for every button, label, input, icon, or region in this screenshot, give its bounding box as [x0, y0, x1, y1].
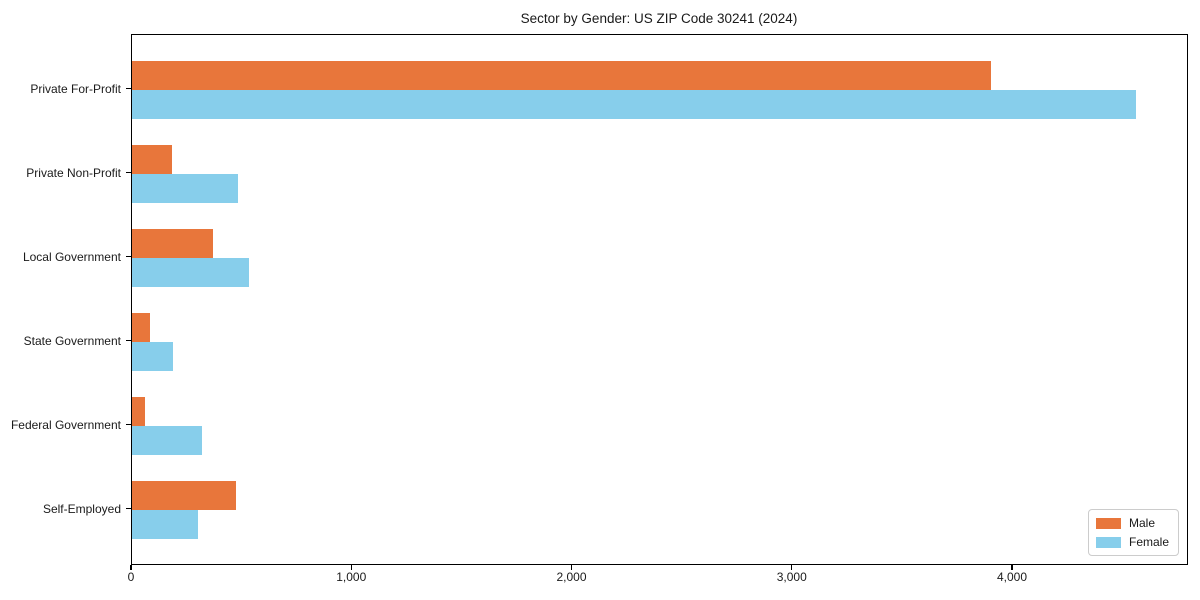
- x-tick-label: 1,000: [336, 570, 367, 584]
- x-tick-mark: [1011, 564, 1013, 570]
- x-tick-label: 0: [127, 570, 135, 584]
- y-tick-mark: [126, 423, 131, 426]
- bar-male-5: [132, 396, 146, 426]
- legend: Male Female: [1087, 509, 1179, 556]
- bar-female-4: [132, 341, 173, 371]
- y-tick-label: Private Non-Profit: [26, 165, 121, 180]
- x-tick-mark: [350, 564, 352, 570]
- bar-male-1: [132, 60, 991, 90]
- bar-male-3: [132, 228, 214, 258]
- y-tick-label: Self-Employed: [42, 501, 121, 516]
- y-tick-mark: [126, 171, 131, 174]
- y-tick-mark: [126, 339, 131, 342]
- bar-male-2: [132, 144, 172, 174]
- legend-label-female: Female: [1128, 535, 1169, 549]
- x-tick-label: 2,000: [556, 570, 587, 584]
- bar-female-2: [132, 173, 238, 203]
- bar-female-1: [132, 89, 1137, 119]
- female-swatch-icon: [1095, 536, 1121, 548]
- bar-male-4: [132, 312, 150, 342]
- chart-title: Sector by Gender: US ZIP Code 30241 (202…: [520, 11, 798, 26]
- y-tick-mark: [126, 255, 131, 258]
- x-tick-label: 4,000: [996, 570, 1028, 584]
- bar-female-6: [132, 509, 199, 539]
- legend-item-female: Female: [1095, 535, 1169, 549]
- y-tick-label: Federal Government: [10, 417, 121, 432]
- x-tick-mark: [130, 564, 132, 570]
- male-swatch-icon: [1095, 517, 1121, 529]
- y-tick-label: State Government: [23, 333, 121, 348]
- y-tick-label: Local Government: [22, 249, 121, 264]
- x-tick-label: 3,000: [776, 570, 807, 584]
- legend-item-male: Male: [1095, 516, 1169, 530]
- x-tick-mark: [791, 564, 793, 570]
- bar-male-6: [132, 480, 236, 510]
- bar-female-5: [132, 425, 203, 455]
- plot-area: Male Female: [131, 34, 1188, 565]
- x-tick-mark: [570, 564, 573, 570]
- bar-female-3: [132, 257, 249, 287]
- legend-label-male: Male: [1128, 516, 1155, 530]
- y-tick-mark: [126, 507, 131, 510]
- y-tick-mark: [126, 87, 131, 90]
- y-tick-label: Private For-Profit: [30, 81, 121, 96]
